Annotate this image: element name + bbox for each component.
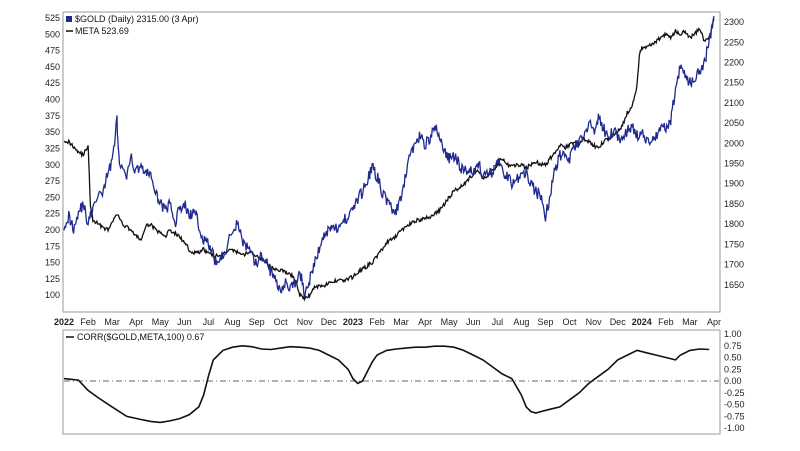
left-axis-tick-label: 175	[45, 241, 60, 251]
left-axis-tick-label: 150	[45, 258, 60, 268]
right-axis-tick-label: 2200	[724, 57, 744, 67]
x-axis-tick-label: Nov	[297, 317, 314, 327]
right-axis-tick-label: 2250	[724, 37, 744, 47]
x-axis-tick-label: Apr	[129, 317, 143, 327]
right-axis-tick-label: 2050	[724, 118, 744, 128]
x-axis-tick-label: Mar	[682, 317, 698, 327]
right-axis-tick-label: 2100	[724, 98, 744, 108]
x-axis-tick-label: Mar	[104, 317, 120, 327]
x-axis-tick-label: 2024	[632, 317, 652, 327]
left-axis-tick-label: 500	[45, 29, 60, 39]
corr-axis-tick-label: 0.50	[724, 353, 742, 363]
corr-axis-tick-label: 0.75	[724, 341, 742, 351]
left-axis-tick-label: 450	[45, 62, 60, 72]
correlation-line	[63, 344, 710, 424]
gold-price-line	[63, 15, 715, 298]
x-axis-tick-label: 2022	[54, 317, 74, 327]
corr-axis-tick-label: 0.00	[724, 376, 742, 386]
right-axis-tick-label: 1900	[724, 179, 744, 189]
left-axis-tick-label: 250	[45, 192, 60, 202]
right-axis-tick-label: 2150	[724, 78, 744, 88]
meta-legend-label: META 523.69	[75, 26, 129, 36]
left-axis-tick-label: 400	[45, 95, 60, 105]
left-axis-tick-label: 275	[45, 176, 60, 186]
x-axis-tick-label: Apr	[707, 317, 721, 327]
right-axis-tick-label: 2300	[724, 17, 744, 27]
left-axis-tick-label: 125	[45, 274, 60, 284]
x-axis-tick-label: Feb	[369, 317, 385, 327]
x-axis-tick-label: Jul	[203, 317, 215, 327]
x-axis-tick-label: Jun	[177, 317, 192, 327]
left-axis-tick-label: 100	[45, 290, 60, 300]
left-axis-tick-label: 350	[45, 127, 60, 137]
corr-axis-tick-label: 0.25	[724, 364, 742, 374]
x-axis-tick-label: May	[152, 317, 170, 327]
x-axis-tick-label: Jun	[466, 317, 481, 327]
gold-legend-label: $GOLD (Daily) 2315.00 (3 Apr)	[75, 14, 199, 24]
left-axis-tick-label: 225	[45, 209, 60, 219]
corr-axis-tick-label: -0.75	[724, 411, 745, 421]
x-axis-tick-label: Sep	[537, 317, 553, 327]
main-panel-frame	[62, 11, 721, 313]
right-axis-tick-label: 1950	[724, 159, 744, 169]
left-axis-tick-label: 475	[45, 46, 60, 56]
right-axis-tick-label: 2000	[724, 138, 744, 148]
x-axis-tick-label: 2023	[343, 317, 363, 327]
right-axis-tick-label: 1650	[724, 280, 744, 290]
x-axis-tick-label: Oct	[274, 317, 289, 327]
right-axis-tick-label: 1850	[724, 199, 744, 209]
right-axis-tick-label: 1700	[724, 260, 744, 270]
left-axis-tick-label: 200	[45, 225, 60, 235]
x-axis-tick-label: Dec	[610, 317, 627, 327]
x-axis-tick-label: Oct	[563, 317, 578, 327]
left-axis-tick-label: 375	[45, 111, 60, 121]
x-axis-tick-label: Jul	[492, 317, 504, 327]
x-axis-tick-label: Nov	[586, 317, 603, 327]
x-axis-tick-label: Feb	[80, 317, 96, 327]
x-axis-tick-label: Sep	[249, 317, 265, 327]
left-axis-tick-label: 425	[45, 78, 60, 88]
x-axis-tick-label: Aug	[225, 317, 241, 327]
x-axis-tick-label: Apr	[418, 317, 432, 327]
corr-panel-frame	[62, 329, 721, 435]
x-axis-tick-label: Feb	[658, 317, 674, 327]
corr-axis-tick-label: -0.50	[724, 400, 745, 410]
right-axis-tick-label: 1750	[724, 239, 744, 249]
corr-legend-label: CORR($GOLD,META,100) 0.67	[77, 332, 204, 342]
corr-axis-tick-label: 1.00	[724, 329, 742, 339]
corr-axis-tick-label: -1.00	[724, 423, 745, 433]
x-axis-tick-label: Aug	[513, 317, 529, 327]
x-axis-tick-label: May	[441, 317, 459, 327]
right-axis-tick-label: 1800	[724, 219, 744, 229]
left-axis-tick-label: 300	[45, 160, 60, 170]
x-axis-tick-label: Dec	[321, 317, 338, 327]
gold-legend-swatch	[66, 16, 72, 22]
left-axis-tick-label: 525	[45, 13, 60, 23]
corr-axis-tick-label: -0.25	[724, 388, 745, 398]
x-axis-tick-label: Mar	[393, 317, 409, 327]
left-axis-tick-label: 325	[45, 143, 60, 153]
